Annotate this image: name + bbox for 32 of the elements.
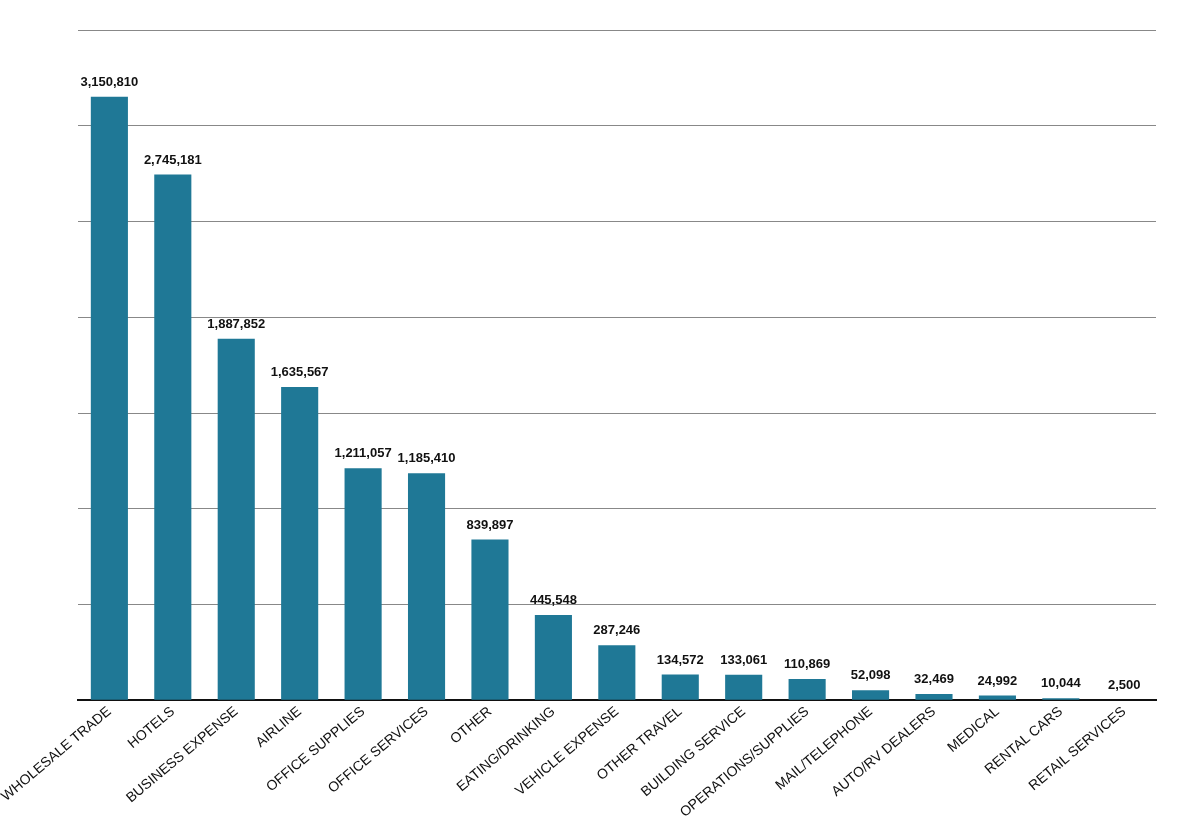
bar <box>852 690 890 700</box>
data-label: 133,061 <box>720 651 768 667</box>
data-label: 3,150,810 <box>80 73 139 89</box>
bar <box>534 614 572 700</box>
data-label: 52,098 <box>850 667 891 683</box>
data-label: 1,211,057 <box>334 445 392 461</box>
bar <box>978 695 1016 700</box>
bar <box>915 694 953 700</box>
data-label: 1,887,852 <box>207 315 266 331</box>
bar <box>407 473 446 700</box>
data-label: 110,869 <box>783 656 831 672</box>
bar <box>90 96 128 700</box>
data-label: 445,548 <box>529 592 577 608</box>
bar <box>788 679 826 700</box>
data-label: 1,635,567 <box>270 364 329 380</box>
bar <box>661 674 699 700</box>
bar <box>217 338 255 700</box>
data-label: 24,992 <box>977 672 1018 688</box>
data-label: 839,897 <box>466 516 514 532</box>
data-label: 2,500 <box>1108 676 1141 692</box>
data-label: 287,246 <box>593 622 641 638</box>
bar <box>471 539 509 700</box>
data-label: 2,745,181 <box>143 151 202 167</box>
bar <box>344 468 382 700</box>
data-label: 10,044 <box>1040 675 1082 691</box>
bar <box>154 174 192 700</box>
bar <box>725 674 763 700</box>
data-label: 1,185,410 <box>397 450 456 466</box>
bar <box>598 645 636 700</box>
bar <box>281 387 319 700</box>
data-label: 32,469 <box>914 671 954 687</box>
data-label: 134,572 <box>656 651 704 667</box>
